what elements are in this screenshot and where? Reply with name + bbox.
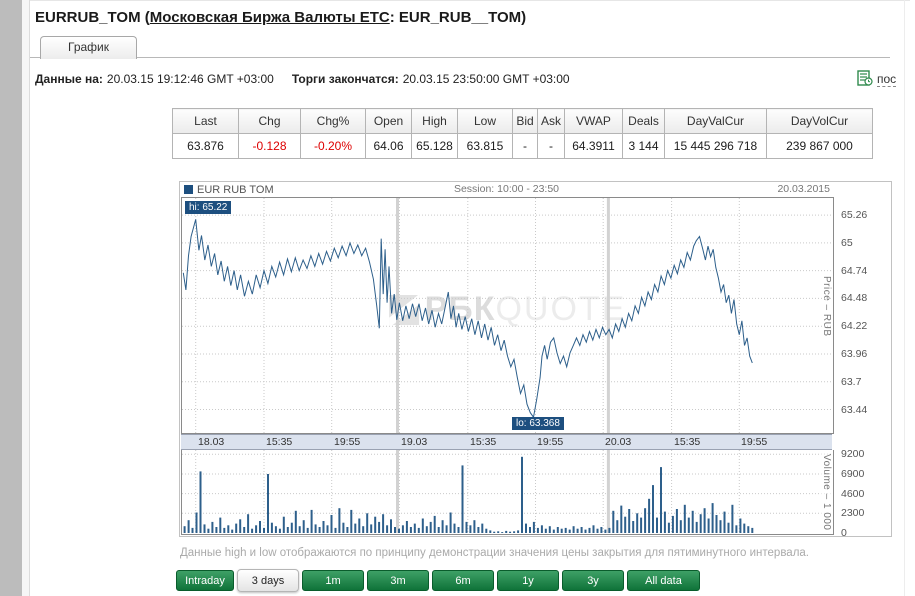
val-bid: - — [512, 133, 538, 159]
range-button-1m[interactable]: 1m — [302, 570, 364, 591]
col-high: High — [411, 108, 458, 134]
time-axis-tick-label: 20.03 — [605, 436, 632, 448]
col-dayvalcur: DayValCur — [664, 108, 767, 134]
price-chart-plot: РБК QUOTE hi: 65.22 lo: 63.368 Price – R… — [181, 197, 834, 434]
val-low: 63.815 — [457, 133, 513, 159]
y-axis-tick-label: 65.26 — [841, 209, 868, 221]
data-as-of-value: 20.03.15 19:12:46 GMT +03:00 — [106, 72, 274, 86]
time-axis-tick-label: 19:55 — [537, 436, 564, 448]
time-axis-tick-label: 15:35 — [266, 436, 293, 448]
chart-legend: EUR RUB TOM — [184, 183, 274, 196]
time-axis-tick-label: 18.03 — [198, 436, 225, 448]
time-axis-tick-label: 19:55 — [334, 436, 361, 448]
col-bid: Bid — [512, 108, 538, 134]
time-axis-tick-label: 15:35 — [674, 436, 701, 448]
chart-panel: Session: 10:00 - 23:50 20.03.2015 EUR RU… — [179, 181, 892, 539]
top-divider — [30, 0, 910, 1]
y-axis-tick-label: 65 — [841, 237, 853, 249]
volume-axis-title: Volume – 1 000 — [821, 454, 832, 531]
range-button-6m[interactable]: 6m — [432, 570, 494, 591]
val-dayvalcur: 15 445 296 718 — [664, 133, 767, 159]
range-button-3m[interactable]: 3m — [367, 570, 429, 591]
data-as-of-label: Данные на: — [35, 72, 103, 86]
quote-table: Last Chg Chg% Open High Low Bid Ask VWAP… — [172, 108, 873, 159]
val-chg: -0.128 — [238, 133, 301, 159]
y-axis-tick-label: 0 — [841, 527, 847, 539]
quote-table-header-row: Last Chg Chg% Open High Low Bid Ask VWAP… — [172, 108, 873, 134]
y-axis-tick-label: 6900 — [841, 468, 865, 480]
y-axis-tick-label: 64.48 — [841, 292, 868, 304]
legend-series-swatch — [184, 185, 193, 194]
y-axis-tick-label: 64.22 — [841, 320, 868, 332]
time-axis-tick-label: 19.03 — [401, 436, 428, 448]
val-dayvolcur: 239 867 000 — [766, 133, 873, 159]
val-high: 65.128 — [411, 133, 458, 159]
val-chg-pct: -0.20% — [300, 133, 366, 159]
y-axis-tick-label: 63.7 — [841, 376, 862, 388]
range-buttons: Intraday 3 days 1m 3m 6m 1y 3y All data — [176, 569, 703, 592]
col-dayvolcur: DayVolCur — [766, 108, 873, 134]
val-deals: 3 144 — [622, 133, 665, 159]
range-button-intraday[interactable]: Intraday — [176, 570, 234, 591]
tab-divider-line — [30, 57, 890, 58]
left-gutter — [22, 0, 30, 596]
volume-bar-chart — [182, 450, 833, 533]
exchange-link[interactable]: Московская Биржа Валюты ETC — [149, 9, 390, 26]
chart-disclaimer: Данные high и low отображаются по принци… — [180, 547, 810, 559]
chart-session-label: Session: 10:00 - 23:50 — [453, 183, 560, 195]
trading-close-value: 20.03.15 23:50:00 GMT +03:00 — [402, 72, 570, 86]
time-axis-band: 18.03 15:35 19:55 19.03 15:35 19:55 20.03 15:35… — [181, 434, 832, 450]
y-axis-tick-label: 4600 — [841, 488, 865, 500]
tab-chart[interactable]: График — [40, 36, 137, 59]
trading-close-label: Торги закончатся: — [291, 72, 399, 86]
range-button-3days[interactable]: 3 days — [237, 569, 299, 592]
legend-series-label: EUR RUB TOM — [197, 183, 274, 196]
export-link-label: пос — [877, 72, 897, 87]
col-open: Open — [365, 108, 412, 134]
time-axis-tick-label: 15:35 — [470, 436, 497, 448]
y-axis-tick-label: 64.74 — [841, 265, 868, 277]
range-button-alldata[interactable]: All data — [627, 570, 700, 591]
export-link[interactable]: пос — [857, 70, 897, 89]
val-ask: - — [537, 133, 565, 159]
range-button-3y[interactable]: 3y — [562, 570, 624, 591]
y-axis-tick-label: 63.96 — [841, 348, 868, 360]
col-low: Low — [457, 108, 513, 134]
y-axis-tick-label: 2300 — [841, 507, 865, 519]
val-vwap: 64.3911 — [564, 133, 623, 159]
y-axis-tick-label: 9200 — [841, 448, 865, 460]
high-badge: hi: 65.22 — [185, 201, 232, 214]
col-last: Last — [172, 108, 239, 134]
quote-table-value-row: 63.876 -0.128 -0.20% 64.06 65.128 63.815… — [172, 133, 873, 159]
col-vwap: VWAP — [564, 108, 623, 134]
col-ask: Ask — [537, 108, 565, 134]
volume-chart-plot: Volume – 1 000 — [181, 450, 834, 535]
price-line-chart — [182, 198, 833, 433]
low-badge: lo: 63.368 — [512, 417, 564, 430]
title-ticker: : EUR_RUB__TOM) — [389, 9, 527, 26]
export-icon — [857, 70, 873, 89]
price-axis-title: Price – RUB — [821, 276, 832, 337]
col-chg: Chg — [238, 108, 301, 134]
page-title: EURRUB_TOM (Московская Биржа Валюты ETC:… — [35, 9, 527, 26]
val-open: 64.06 — [365, 133, 412, 159]
time-axis-tick-label: 19:55 — [741, 436, 768, 448]
col-chg-pct: Chg% — [300, 108, 366, 134]
tab-chart-label: График — [68, 40, 109, 54]
y-axis-tick-label: 63.44 — [841, 404, 868, 416]
left-gray-strip — [0, 0, 22, 596]
instrument-symbol: EURRUB_TOM — [35, 9, 141, 26]
right-divider — [904, 0, 905, 596]
data-timestamp-row: Данные на: 20.03.15 19:12:46 GMT +03:00 То… — [35, 72, 570, 86]
val-last: 63.876 — [172, 133, 239, 159]
range-button-1y[interactable]: 1y — [497, 570, 559, 591]
col-deals: Deals — [622, 108, 665, 134]
chart-date-label: 20.03.2015 — [777, 183, 830, 195]
